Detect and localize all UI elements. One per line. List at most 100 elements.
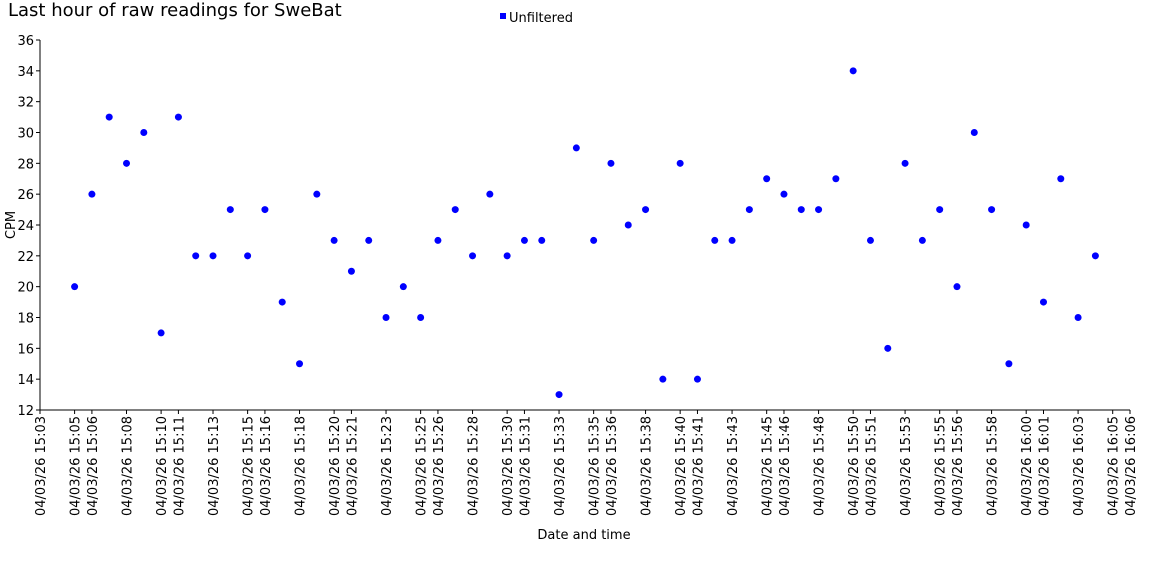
point (503, 252, 511, 260)
x-tick-label: 04/03/26 16:01 (1037, 416, 1052, 516)
chart-title: Last hour of raw readings for SweBat (8, 0, 342, 21)
x-tick-label: 04/03/26 15:11 (172, 416, 187, 516)
y-tick-label: 36 (17, 34, 34, 49)
point (711, 236, 719, 244)
point (624, 221, 632, 229)
x-tick-label: 04/03/26 15:28 (467, 416, 482, 516)
point (780, 190, 788, 198)
point (538, 236, 546, 244)
x-tick-label: 04/03/26 15:15 (242, 416, 257, 516)
x-tick-label: 04/03/26 15:35 (588, 416, 603, 516)
point (486, 190, 494, 198)
point (451, 206, 459, 214)
point (1057, 175, 1065, 183)
point (261, 206, 269, 214)
x-axis-label: Date and time (537, 528, 630, 543)
point (347, 267, 355, 275)
x-tick-label: 04/03/26 15:36 (605, 416, 620, 516)
point (1039, 298, 1047, 306)
legend-swatch (500, 13, 506, 19)
x-tick-label: 04/03/26 15:45 (761, 416, 776, 516)
point (313, 190, 321, 198)
x-tick-label: 04/03/26 15:26 (432, 416, 447, 516)
x-tick-label: 04/03/26 15:20 (328, 416, 343, 516)
y-tick-label: 14 (17, 373, 34, 388)
point (988, 206, 996, 214)
x-tick-label: 04/03/26 15:33 (553, 416, 568, 516)
x-tick-label: 04/03/26 15:56 (951, 416, 966, 516)
point (1005, 360, 1013, 368)
y-tick-label: 24 (17, 219, 34, 234)
x-tick-label: 04/03/26 15:08 (121, 416, 136, 516)
point (278, 298, 286, 306)
x-tick-label: 04/03/26 15:03 (34, 416, 49, 516)
x-tick-label: 04/03/26 15:48 (813, 416, 828, 516)
x-tick-label: 04/03/26 15:55 (934, 416, 949, 516)
point (590, 236, 598, 244)
x-tick-label: 04/03/26 15:46 (778, 416, 793, 516)
point (88, 190, 96, 198)
x-tick-label: 04/03/26 15:51 (864, 416, 879, 516)
point (815, 206, 823, 214)
x-tick-label: 04/03/26 15:10 (155, 416, 170, 516)
x-tick-label: 04/03/26 15:23 (380, 416, 395, 516)
point (399, 283, 407, 291)
y-tick-label: 22 (17, 250, 34, 265)
x-tick-label: 04/03/26 15:21 (345, 416, 360, 516)
y-tick-label: 28 (17, 157, 34, 172)
point (1091, 252, 1099, 260)
point (434, 236, 442, 244)
point (884, 344, 892, 352)
point (330, 236, 338, 244)
point (365, 236, 373, 244)
x-tick-label: 04/03/26 16:03 (1072, 416, 1087, 516)
point (693, 375, 701, 383)
point (849, 67, 857, 75)
point (763, 175, 771, 183)
y-tick-label: 16 (17, 342, 34, 357)
x-tick-label: 04/03/26 15:58 (986, 416, 1001, 516)
point (520, 236, 528, 244)
point (382, 314, 390, 321)
point (209, 252, 217, 260)
x-tick-label: 04/03/26 16:05 (1107, 416, 1122, 516)
point (659, 375, 667, 383)
y-tick-label: 12 (17, 404, 34, 419)
x-tick-label: 04/03/26 15:41 (691, 416, 706, 516)
x-tick-label: 04/03/26 15:16 (259, 416, 274, 516)
x-tick-label: 04/03/26 15:30 (501, 416, 516, 516)
point (728, 236, 736, 244)
x-tick-label: 04/03/26 15:43 (726, 416, 741, 516)
point (71, 283, 79, 291)
point (572, 144, 580, 152)
point (866, 236, 874, 244)
point (901, 159, 909, 167)
point (174, 113, 182, 121)
point (140, 129, 148, 136)
point (745, 206, 753, 214)
point (1074, 314, 1082, 321)
point (123, 159, 131, 167)
y-tick-label: 18 (17, 312, 34, 327)
point (469, 252, 477, 260)
point (607, 159, 615, 167)
y-tick-label: 30 (17, 127, 34, 142)
x-tick-label: 04/03/26 15:50 (847, 416, 862, 516)
x-tick-label: 04/03/26 15:38 (640, 416, 655, 516)
x-tick-label: 04/03/26 15:18 (294, 416, 309, 516)
x-tick-label: 04/03/26 16:00 (1020, 416, 1035, 516)
point (157, 329, 165, 337)
point (936, 206, 944, 214)
point (226, 206, 234, 214)
point (1022, 221, 1030, 229)
point (970, 129, 978, 136)
legend-label: Unfiltered (509, 11, 573, 26)
y-tick-label: 32 (17, 96, 34, 111)
y-tick-label: 20 (17, 281, 34, 296)
point (192, 252, 200, 260)
point (105, 113, 113, 121)
x-tick-label: 04/03/26 16:06 (1124, 416, 1139, 516)
x-tick-label: 04/03/26 15:40 (674, 416, 689, 516)
